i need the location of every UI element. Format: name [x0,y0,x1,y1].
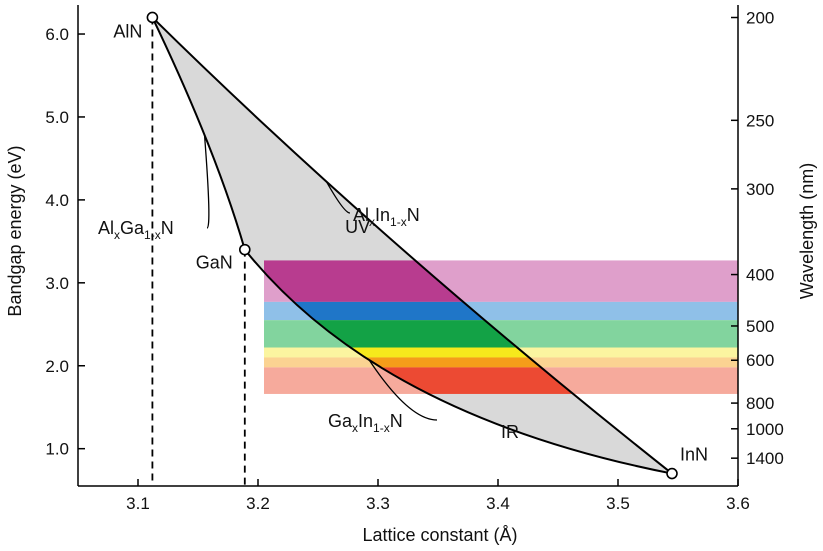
y-tick-label-2: 3.0 [45,274,69,293]
y-tick-label-1: 2.0 [45,357,69,376]
label-alinn-part-0: Al [353,205,369,225]
band-dark-3 [264,347,672,358]
label-gainn-part-4: N [390,411,403,431]
x-tick-label-5: 3.6 [726,494,750,513]
y2-tick-label-8: 1400 [746,449,784,468]
x-tick-label-0: 3.1 [126,494,150,513]
y-tick-label-0: 1.0 [45,440,69,459]
gainn-curve [244,249,673,475]
y-tick-label-3: 4.0 [45,191,69,210]
y2-tick-label-1: 250 [746,111,774,130]
y2-tick-label-0: 200 [746,9,774,28]
marker-aln [146,11,159,24]
y-tick-label-4: 5.0 [45,108,69,127]
x-tick-label-4: 3.5 [606,494,630,513]
y2-tick-label-5: 600 [746,351,774,370]
x-tick-label-2: 3.3 [366,494,390,513]
y2-tick-label-4: 500 [746,317,774,336]
axes [77,5,739,487]
label-gainn-leader [368,359,438,421]
label-algan-part-2: Ga [120,218,145,238]
compound-markers [146,11,678,480]
y2-tick-label-2: 300 [746,180,774,199]
label-alinn-part-4: N [407,205,420,225]
label-algan: AlxGa1-xN [98,218,174,242]
y2-tick-label-7: 1000 [746,420,784,439]
label-algan-leader [203,134,210,229]
y-tick-label-5: 6.0 [45,25,69,44]
x-axis-title: Lattice constant (Å) [362,525,517,545]
marker-gan [239,243,251,256]
x-tick-label-3: 3.4 [486,494,510,513]
label-algan-part-1: x [114,228,120,242]
label-alinn-part-1: x [369,215,375,229]
x-tick-label-1: 3.2 [246,494,270,513]
label-alinn-part-2: In [375,205,390,225]
label-gainn-part-3: 1-x [373,421,390,435]
y2-axis-title: Wavelength (nm) [797,163,817,299]
y-axis-title: Bandgap energy (eV) [5,145,25,316]
alinn-curve [151,16,673,475]
label-alinn-leader [325,181,351,214]
band-dark-4 [264,357,672,368]
label-gainn-part-2: In [358,411,373,431]
label-gainn: GaxIn1-xN [328,411,403,435]
algan-curve [151,17,246,250]
label-alinn-part-3: 1-x [390,215,407,229]
label-gainn-part-1: x [352,421,358,435]
region-label-uv: UV [345,217,370,237]
label-gan: GaN [196,253,233,273]
y2-tick-label-3: 400 [746,266,774,285]
label-gainn-part-0: Ga [328,411,353,431]
label-alinn: AlxIn1-xN [353,205,420,229]
region-label-ir: IR [501,422,519,442]
drop-lines [151,17,246,486]
marker-inn [666,467,678,480]
label-aln: AlN [113,21,142,41]
alloy-curves [151,16,673,475]
ticks: 3.1 3.2 3.3 3.4 3.5 3.6 1.0 2.0 3.0 4.0 5.0 6.0 200 2… [45,9,783,513]
label-inn: InN [680,445,708,465]
label-algan-part-4: N [161,218,174,238]
label-algan-part-3: 1-x [144,228,161,242]
label-algan-part-0: Al [98,218,114,238]
y2-tick-label-6: 800 [746,394,774,413]
alloy-region [152,17,672,474]
